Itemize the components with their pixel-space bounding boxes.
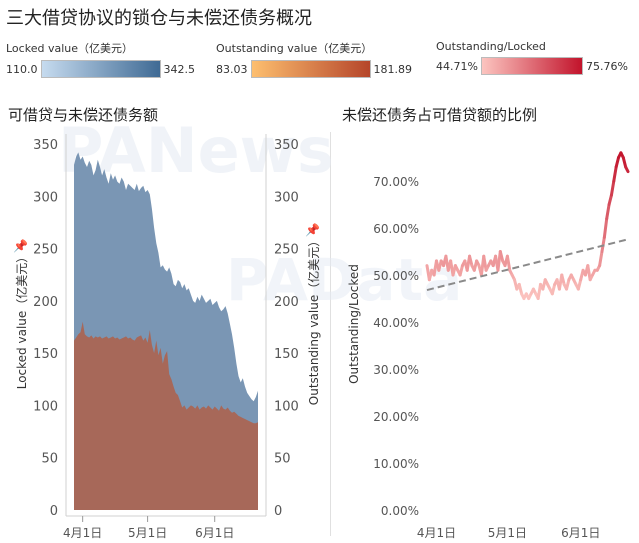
ratio-line-segment (576, 278, 583, 291)
y-tick-left: 350 (33, 138, 58, 153)
panel-divider (330, 132, 331, 536)
ratio-line-segment (607, 193, 613, 206)
y-tick-label: 50.00% (373, 269, 419, 283)
y-tick-left: 300 (33, 190, 58, 205)
y-tick-left: 100 (33, 399, 58, 414)
ratio-line-segment (598, 250, 604, 268)
x-tick-label: 4月1日 (417, 526, 456, 540)
x-tick-label: 4月1日 (63, 526, 102, 540)
x-tick-label: 5月1日 (128, 526, 167, 540)
y-tick-left: 0 (50, 504, 58, 519)
y-tick-right: 50 (274, 452, 291, 467)
y-tick-left: 150 (33, 347, 58, 362)
ratio-line-segment (624, 165, 630, 174)
legend-locked-max: 342.5 (163, 62, 196, 76)
legend-ratio-max: 75.76% (585, 59, 628, 73)
legend-locked-gradient (40, 60, 161, 78)
y-tick-right: 300 (274, 190, 299, 205)
legend-outstanding-label: Outstanding value（亿美元） (216, 42, 373, 55)
y-tick-label: 60.00% (373, 222, 419, 236)
legend-outstanding-min: 83.03 (216, 62, 248, 76)
right-y-axis-title: Outstanding value（亿美元） (306, 235, 321, 405)
x-tick-label: 6月1日 (561, 526, 600, 540)
y-tick-right: 250 (274, 243, 299, 258)
legend-locked-label: Locked value（亿美元） (6, 42, 133, 55)
y-tick-left: 200 (33, 295, 58, 310)
legend-locked-min: 110.0 (6, 62, 38, 76)
legend-ratio-min: 44.71% (436, 59, 478, 73)
y-tick-left: 250 (33, 243, 58, 258)
x-tick-label: 6月1日 (195, 526, 234, 540)
x-tick-label: 5月1日 (488, 526, 527, 540)
y-tick-right: 100 (274, 399, 299, 414)
y-tick-label: 20.00% (373, 410, 419, 424)
ratio-line-segment (600, 235, 606, 253)
legend-outstanding-gradient (250, 60, 371, 78)
ratio-line-segment (468, 254, 474, 268)
ratio-line-segment (605, 203, 611, 221)
ratio-line-segment (560, 273, 566, 286)
y-tick-right: 200 (274, 295, 299, 310)
ratio-line-segment (565, 278, 571, 291)
legend-locked: Locked value（亿美元） 110.0 342.5 (6, 40, 195, 78)
ratio-line-segment (609, 179, 616, 197)
y-tick-label: 40.00% (373, 316, 419, 330)
left-area-chart: 0 0 50 50 100 100 150 150 200 200 250 250 300 300 350 3… (13, 134, 321, 540)
ratio-line-segment (614, 156, 621, 169)
y-tick-left: 50 (41, 452, 58, 467)
main-title: 三大借贷协议的锁仓与未偿还债务概况 (6, 8, 312, 29)
y-tick-label: 70.00% (373, 175, 419, 189)
trend-line (426, 238, 629, 292)
ratio-line-segment (458, 264, 464, 277)
legend-outstanding: Outstanding value（亿美元） 83.03 181.89 (216, 40, 412, 78)
ratio-line-segment (602, 217, 609, 239)
legend-outstanding-max: 181.89 (373, 62, 413, 76)
ratio-line-segment (612, 165, 618, 183)
legend-ratio: Outstanding/Locked 44.71% 75.76% (436, 40, 628, 75)
left-chart-title: 可借贷与未偿还债务额 (8, 106, 159, 124)
y-tick-right: 350 (274, 138, 299, 153)
pin-icon: 📌 (305, 222, 320, 237)
left-y-axis-title: Locked value（亿美元） (14, 251, 29, 390)
y-tick-label: 0.00% (381, 504, 419, 518)
legend-ratio-gradient (480, 57, 583, 75)
y-axis-title: Outstanding/Locked (347, 264, 361, 384)
y-tick-label: 10.00% (373, 457, 419, 471)
right-chart-title: 未偿还债务占可借贷额的比例 (342, 106, 538, 124)
y-tick-right: 150 (274, 347, 299, 362)
y-tick-label: 30.00% (373, 363, 419, 377)
y-tick-right: 0 (274, 504, 282, 519)
ratio-line-segment (505, 254, 512, 272)
ratio-line-segment (550, 282, 557, 296)
ratio-line-segment (621, 156, 628, 169)
ratio-line-segment (517, 282, 524, 296)
right-line-chart: 0.00% 10.00% 20.00% 30.00% 40.00% 50.00% 60.00… (347, 151, 630, 540)
outstanding-value-area (74, 321, 258, 510)
ratio-line-segment (498, 250, 505, 263)
pin-icon: 📌 (13, 238, 28, 253)
legend-ratio-label: Outstanding/Locked (436, 40, 546, 53)
